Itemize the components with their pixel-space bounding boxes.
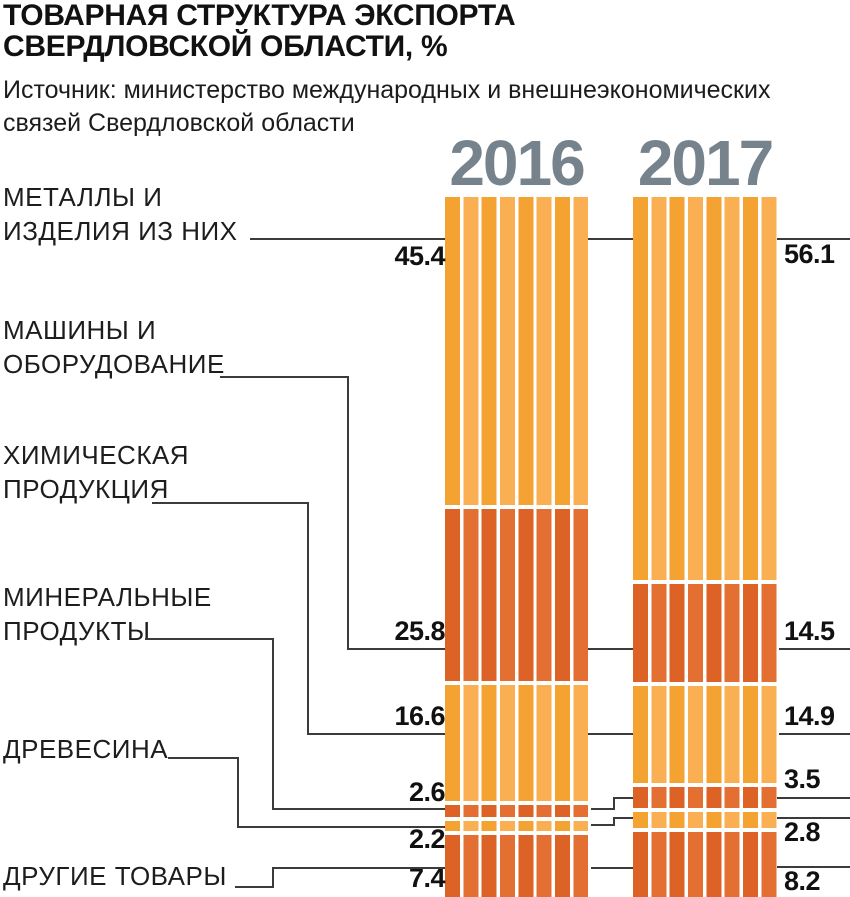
connector-machinery (588, 648, 633, 650)
value-2017-others: 8.2 (784, 866, 821, 896)
category-label-chemicals: ХИМИЧЕСКАЯ ПРОДУКЦИЯ (3, 438, 189, 506)
value-2016-chemicals: 16.6 (394, 701, 445, 731)
leader-line-chemicals-h1 (152, 502, 309, 504)
value-2016-wood: 2.2 (408, 824, 446, 854)
category-label-minerals: МИНЕРАЛЬНЫЕ ПРОДУКТЫ (3, 580, 212, 648)
right-line-wood (777, 817, 850, 819)
bar-2016-segment-metals (445, 197, 588, 505)
leader-line-others-h1 (235, 886, 274, 888)
connector-wood-h1 (591, 824, 615, 826)
bar-2016-segment-minerals (445, 805, 588, 817)
year-label-2017: 2017 (637, 127, 774, 199)
category-label-machinery-line1: МАШИНЫ И (3, 315, 157, 345)
page-title: ТОВАРНАЯ СТРУКТУРА ЭКСПОРТА СВЕРДЛОВСКОЙ… (3, 0, 516, 63)
bar-2017-segment-chemicals (633, 686, 777, 783)
category-label-others-line1: ДРУГИЕ ТОВАРЫ (3, 861, 227, 891)
leader-line-wood-v (237, 757, 239, 828)
category-label-chemicals-line2: ПРОДУКЦИЯ (3, 474, 169, 504)
connector-wood-v (613, 817, 615, 826)
source-note: Источник: министерство международных и в… (3, 76, 771, 137)
leader-line-chemicals-v (307, 502, 309, 735)
category-label-metals: МЕТАЛЛЫ И ИЗДЕЛИЯ ИЗ НИХ (3, 180, 238, 248)
right-line-minerals (777, 797, 850, 799)
category-label-minerals-line1: МИНЕРАЛЬНЫЕ (3, 582, 212, 612)
leader-line-minerals-v (272, 638, 274, 810)
leader-line-minerals-h1 (145, 638, 274, 640)
bar-2016 (445, 197, 588, 897)
right-line-machinery (779, 648, 850, 650)
right-line-others (777, 866, 850, 868)
bar-2017-segment-minerals (633, 787, 777, 808)
value-2016-machinery: 25.8 (394, 616, 445, 646)
category-label-metals-line2: ИЗДЕЛИЯ ИЗ НИХ (3, 216, 238, 246)
connector-metals (588, 238, 633, 240)
bar-2017-segment-metals (633, 197, 777, 580)
bar-2017-segment-machinery (633, 584, 777, 682)
value-2016-minerals: 2.6 (408, 777, 446, 807)
category-label-others: ДРУГИЕ ТОВАРЫ (3, 859, 227, 893)
connector-wood-h2 (613, 817, 633, 819)
connector-minerals-v (613, 797, 615, 810)
leader-line-wood-h1 (168, 757, 239, 759)
category-label-machinery: МАШИНЫ И ОБОРУДОВАНИЕ (3, 313, 225, 381)
bar-2016-segment-wood (445, 821, 588, 831)
value-2017-metals: 56.1 (784, 239, 835, 269)
year-label-2016: 2016 (449, 127, 585, 199)
value-2017-minerals: 3.5 (784, 764, 821, 794)
value-2017-chemicals: 14.9 (784, 701, 835, 731)
leader-line-wood-h2 (237, 826, 445, 828)
value-2017-wood: 2.8 (784, 817, 821, 847)
category-label-metals-line1: МЕТАЛЛЫ И (3, 182, 163, 212)
right-line-metals (777, 238, 850, 240)
bar-2017-segment-others (633, 832, 777, 897)
category-label-wood: ДРЕВЕСИНА (3, 732, 168, 766)
category-label-wood-line1: ДРЕВЕСИНА (3, 734, 169, 764)
leader-line-others-h2 (272, 867, 445, 869)
bar-2017-segment-wood (633, 812, 777, 828)
value-2017-machinery: 14.5 (784, 616, 835, 646)
leader-line-machinery-h2 (347, 648, 445, 650)
category-label-minerals-line2: ПРОДУКТЫ (3, 616, 151, 646)
bar-2016-segment-others (445, 835, 588, 897)
connector-minerals-h2 (613, 797, 633, 799)
leader-line-machinery-v (347, 376, 349, 650)
connector-others (591, 867, 633, 869)
connector-minerals-h1 (591, 808, 615, 810)
category-label-machinery-line2: ОБОРУДОВАНИЕ (3, 349, 225, 379)
value-2016-metals: 45.4 (394, 241, 445, 271)
category-label-chemicals-line1: ХИМИЧЕСКАЯ (3, 440, 190, 470)
leader-line-others-v (272, 867, 274, 888)
leader-line-minerals-h2 (272, 808, 445, 810)
right-line-chemicals (779, 733, 850, 735)
leader-line-chemicals-h2 (307, 733, 445, 735)
leader-line-metals (250, 238, 445, 240)
leader-line-machinery-h1 (220, 376, 349, 378)
bar-2016-segment-chemicals (445, 685, 588, 801)
bar-2017 (633, 197, 777, 897)
connector-chemicals (588, 733, 633, 735)
bar-2016-segment-machinery (445, 509, 588, 681)
